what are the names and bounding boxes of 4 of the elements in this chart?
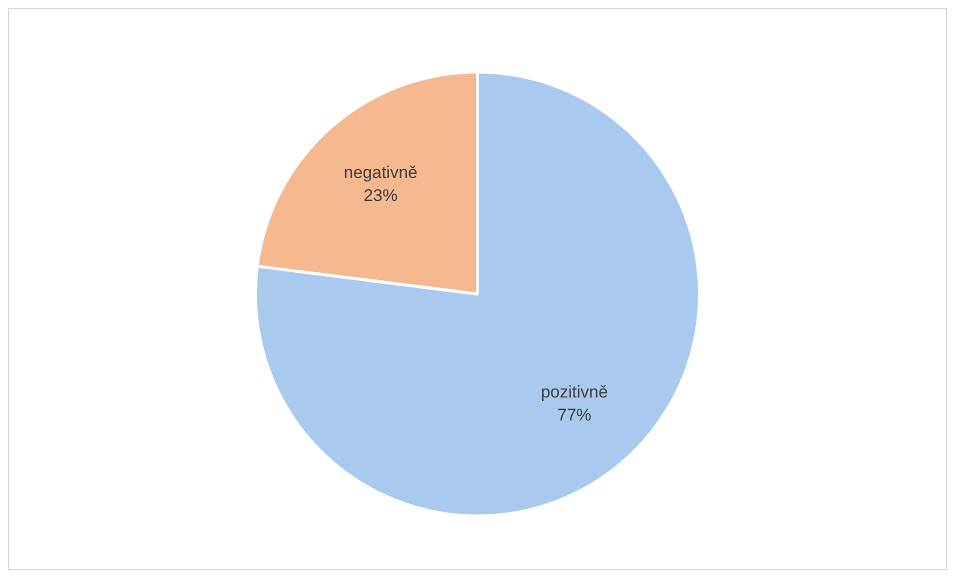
data-label: 77% xyxy=(557,406,592,425)
slice-label: pozitivně xyxy=(540,382,608,402)
slice-label: negativně xyxy=(344,162,418,182)
data-label: 23% xyxy=(364,186,398,205)
